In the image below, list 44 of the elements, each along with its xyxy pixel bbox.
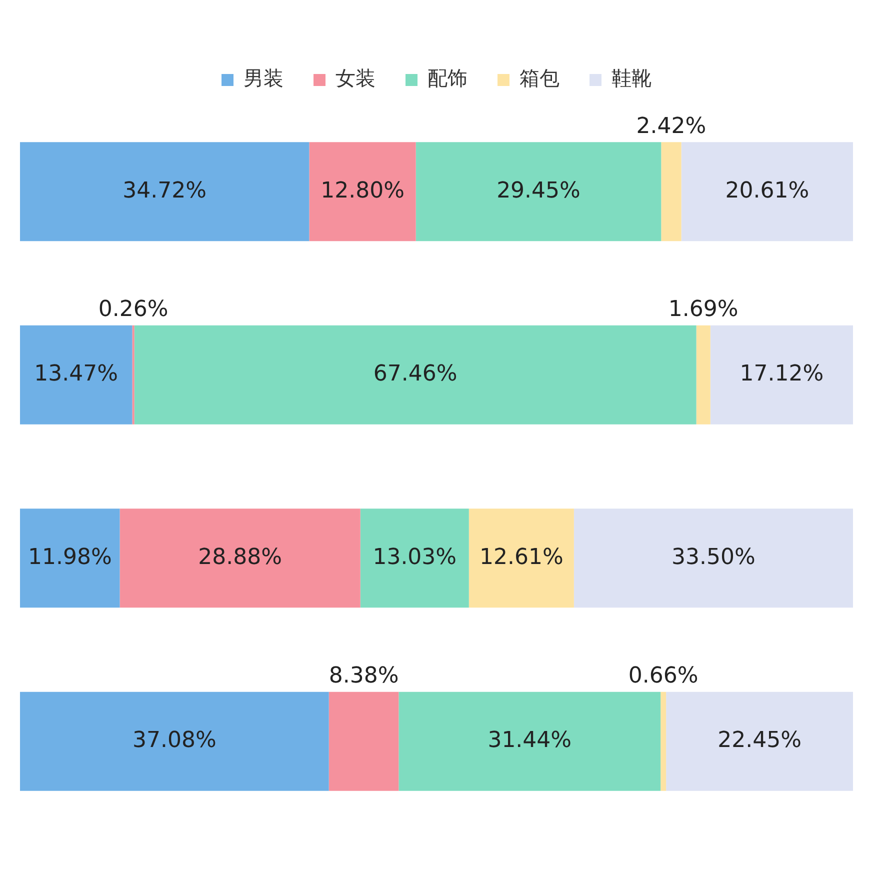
legend-label: 女装 — [336, 66, 376, 90]
bar — [416, 142, 662, 242]
bar — [360, 508, 469, 608]
bar — [134, 325, 696, 424]
data-label: 34.72% — [122, 178, 207, 204]
bar — [309, 142, 416, 242]
data-label: 33.50% — [672, 544, 756, 570]
data-label: 20.61% — [725, 178, 810, 204]
data-label: 28.88% — [198, 544, 282, 570]
bar — [696, 325, 710, 424]
bar — [574, 508, 853, 608]
data-label: 2.42% — [636, 114, 706, 139]
bar — [120, 508, 360, 608]
bar — [20, 692, 329, 791]
bar — [20, 325, 132, 424]
bar — [20, 508, 120, 608]
bar — [20, 142, 310, 242]
data-label: 67.46% — [373, 362, 458, 387]
data-label: 17.12% — [740, 362, 824, 387]
data-label: 29.45% — [496, 178, 580, 204]
data-label: 0.26% — [98, 297, 168, 322]
data-label: 1.69% — [668, 297, 738, 322]
bar — [681, 142, 853, 242]
legend-label: 箱包 — [520, 66, 560, 90]
data-label: 0.66% — [628, 664, 698, 689]
bar — [660, 692, 666, 791]
data-label: 12.61% — [479, 544, 564, 570]
bar — [661, 142, 682, 242]
legend-label: 男装 — [244, 66, 284, 90]
bar — [710, 325, 853, 424]
data-label: 13.47% — [34, 362, 118, 387]
data-label: 37.08% — [132, 728, 216, 754]
bar — [666, 692, 853, 791]
data-label: 11.98% — [28, 544, 112, 570]
data-label: 13.03% — [372, 544, 457, 570]
bar — [328, 692, 399, 791]
legend-label: 配饰 — [428, 66, 468, 90]
data-label: 8.38% — [328, 664, 399, 689]
bar — [468, 508, 574, 608]
bar — [398, 692, 661, 791]
data-label: 31.44% — [488, 728, 572, 754]
data-label: 22.45% — [718, 728, 802, 754]
legend-label: 鞋靴 — [612, 66, 652, 90]
data-label: 12.80% — [320, 178, 404, 204]
